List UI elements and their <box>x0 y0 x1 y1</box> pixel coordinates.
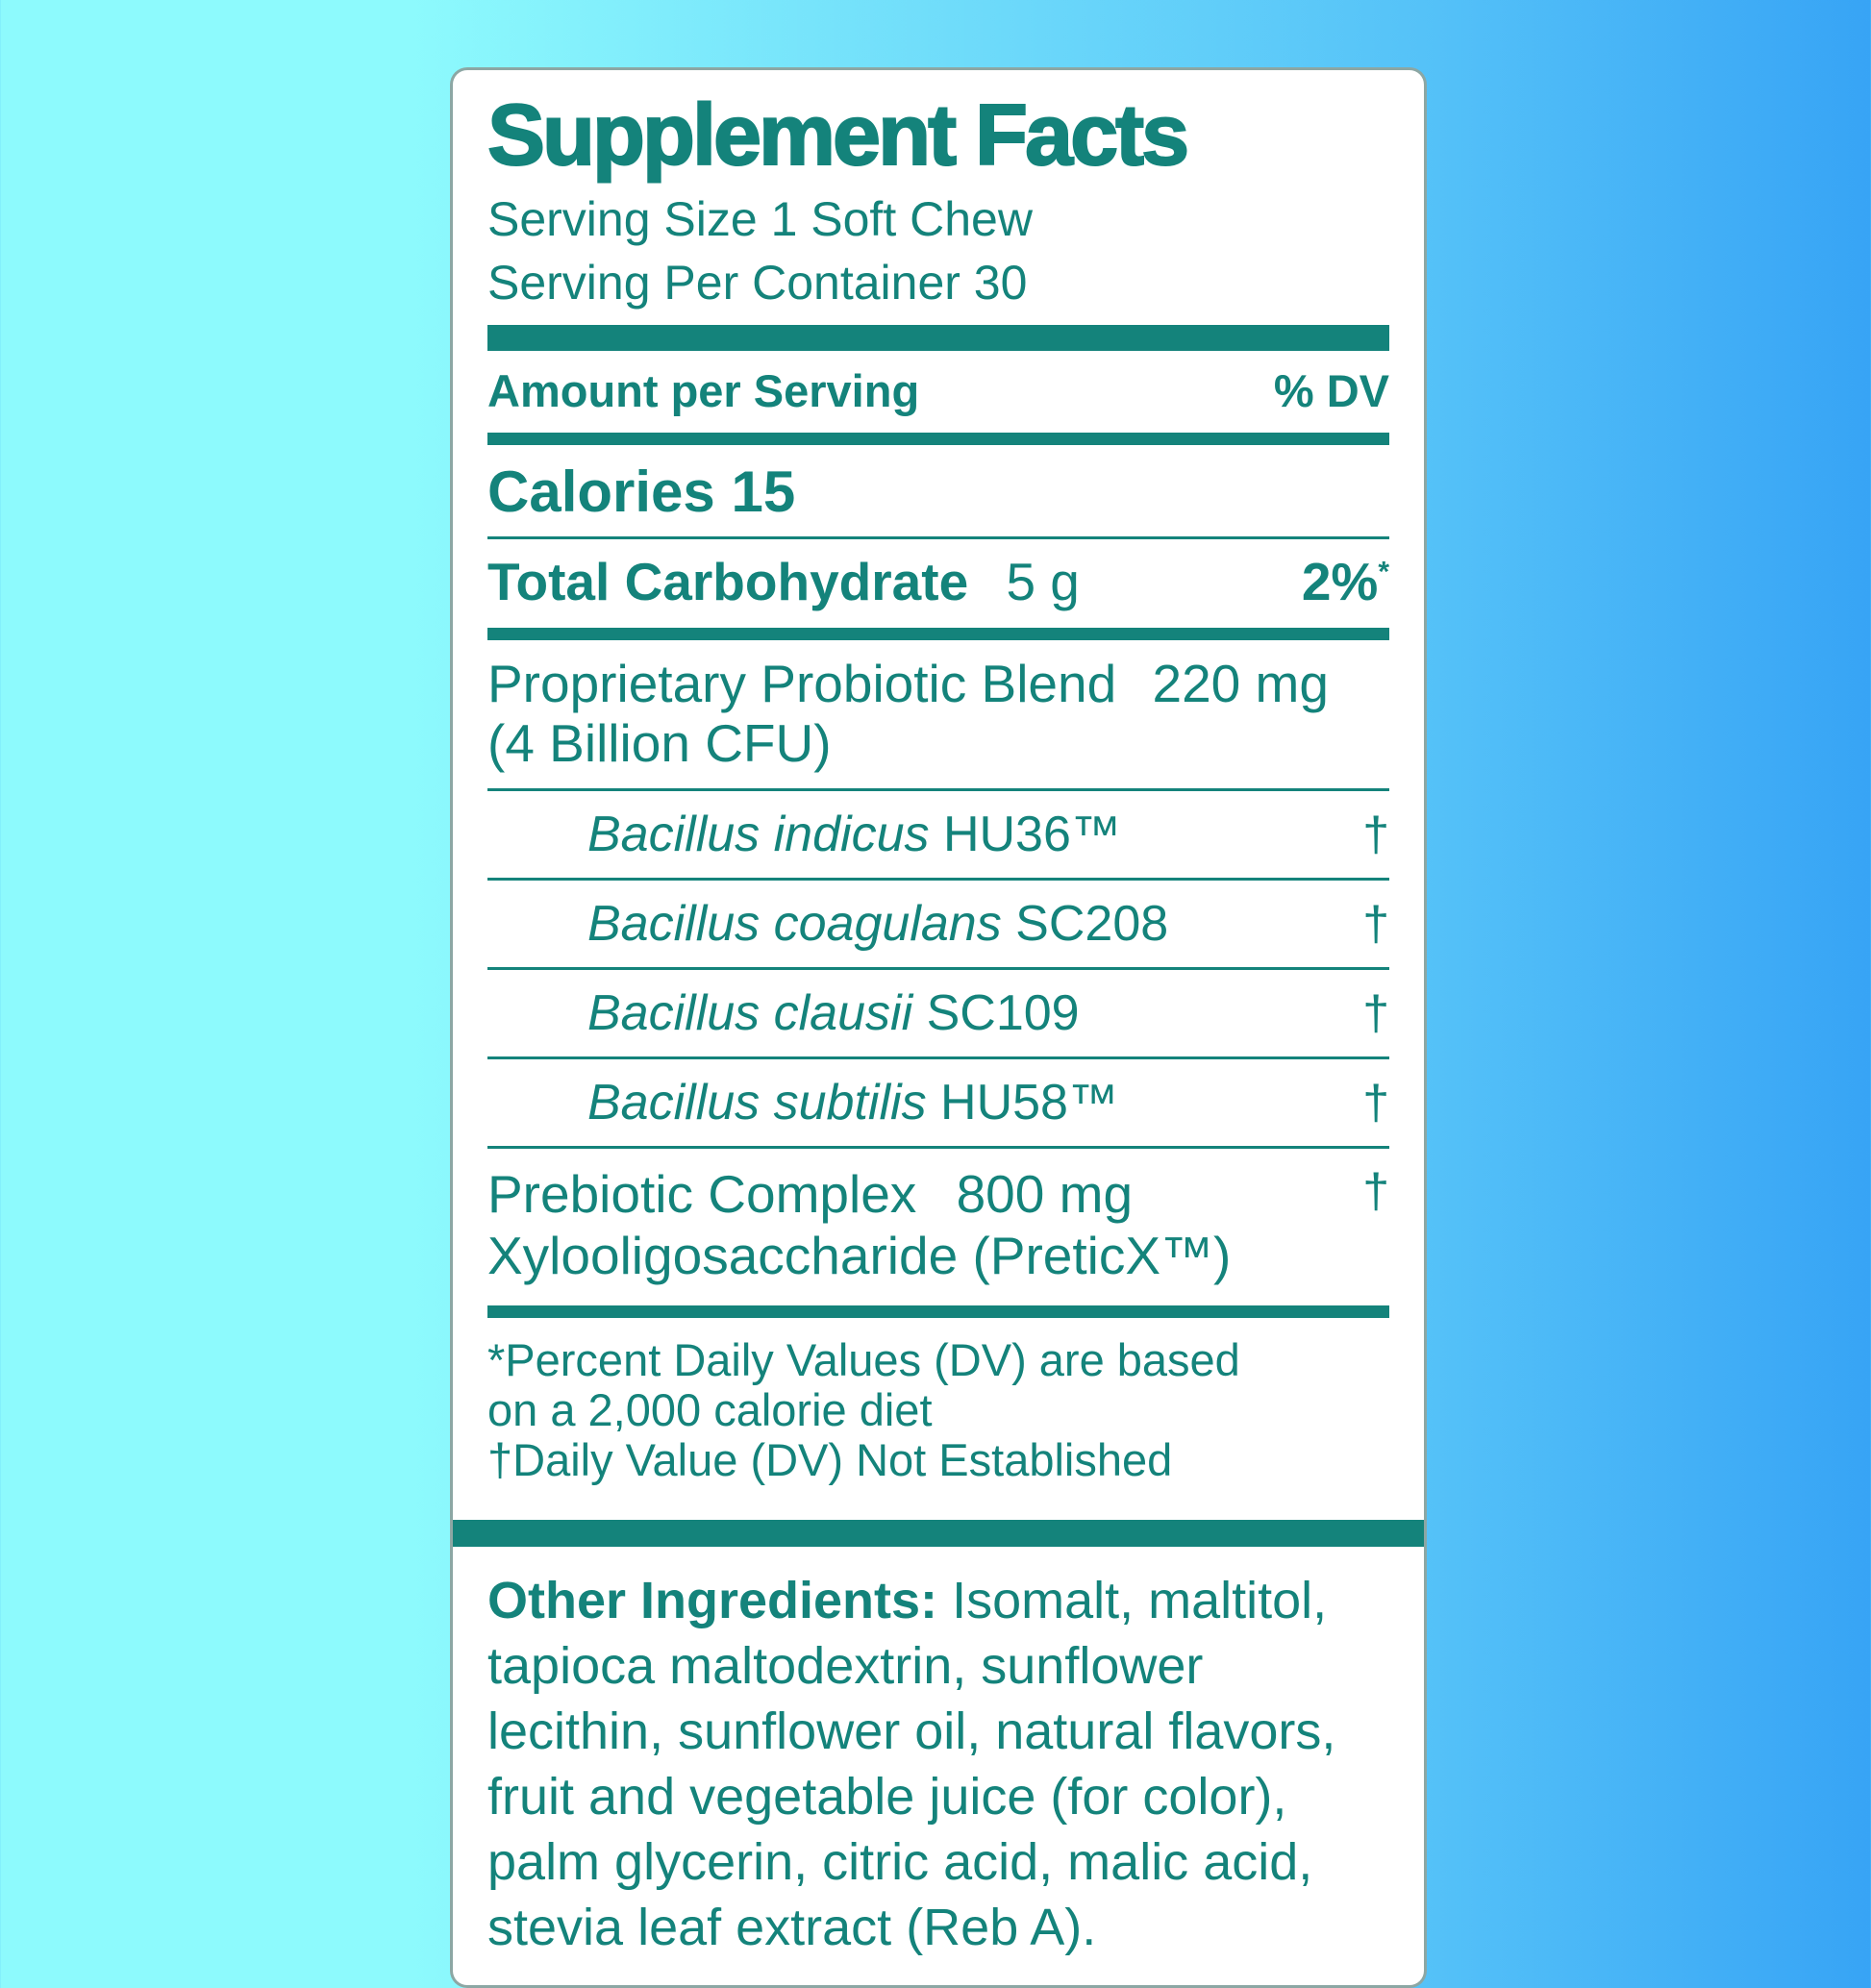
strain-species: Bacillus coagulans <box>587 896 1002 953</box>
footnote-dv-line-1: *Percent Daily Values (DV) are based <box>487 1334 1240 1386</box>
total-carbohydrate-row: Total Carbohydrate 5 g 2%* <box>487 539 1389 628</box>
calories-label: Calories <box>487 460 715 525</box>
strain-row-bacillus-subtilis: Bacillus subtilis HU58™ † <box>487 1059 1389 1146</box>
dv-dagger: † <box>1362 1076 1389 1131</box>
prebiotic-label: Prebiotic Complex <box>487 1164 917 1225</box>
calories-row: Calories 15 <box>487 445 1389 536</box>
probiotic-blend-row: Proprietary Probiotic Blend 220 mg (4 Bi… <box>487 640 1389 788</box>
ingredients-line: Isomalt, maltitol, <box>952 1572 1328 1630</box>
supplement-facts-panel: Supplement Facts Serving Size 1 Soft Che… <box>450 67 1427 1988</box>
divider-thin-6 <box>487 1146 1389 1150</box>
strain-code: HU58™ <box>940 1075 1118 1131</box>
total-carbohydrate-dv: 2%* <box>1301 552 1389 612</box>
total-carbohydrate-amount: 5 g <box>1006 552 1080 612</box>
strain-row-bacillus-clausii: Bacillus clausii SC109 † <box>487 970 1389 1056</box>
footnotes: *Percent Daily Values (DV) are based on … <box>487 1318 1389 1506</box>
divider-thick-bottom <box>453 1520 1424 1548</box>
ingredients-line: palm glycerin, citric acid, malic acid, <box>487 1833 1313 1892</box>
servings-per-container: Serving Per Container 30 <box>487 256 1028 311</box>
dv-asterisk: * <box>1378 556 1389 588</box>
strain-species: Bacillus indicus <box>587 807 930 863</box>
other-ingredients-label: Other Ingredients: <box>487 1572 938 1630</box>
amount-per-serving-header: Amount per Serving <box>487 365 920 417</box>
strain-code: HU36™ <box>942 807 1121 863</box>
probiotic-blend-cfu: (4 Billion CFU) <box>487 713 832 774</box>
footnote-dv-line-2: on a 2,000 calorie diet <box>487 1384 933 1436</box>
footnote-dagger: †Daily Value (DV) Not Established <box>487 1434 1173 1486</box>
prebiotic-complex-row: † Prebiotic Complex 800 mg Xylooligosacc… <box>487 1149 1389 1305</box>
ingredients-line: tapioca maltodextrin, sunflower <box>487 1637 1204 1696</box>
strain-code: SC208 <box>1015 896 1169 953</box>
serving-size: Serving Size 1 Soft Chew <box>487 192 1033 247</box>
strain-species: Bacillus subtilis <box>587 1075 927 1131</box>
dv-dagger: † <box>1362 1164 1389 1219</box>
strain-row-bacillus-coagulans: Bacillus coagulans SC208 † <box>487 881 1389 967</box>
calories-value: 15 <box>731 460 796 525</box>
divider-thin-4 <box>487 967 1389 971</box>
ingredients-line: stevia leaf extract (Reb A). <box>487 1899 1097 1957</box>
divider-medium-2 <box>487 628 1389 641</box>
divider-thin-2 <box>487 788 1389 792</box>
strain-code: SC109 <box>926 985 1080 1042</box>
prebiotic-sub: Xylooligosaccharide (PreticX™) <box>487 1226 1232 1286</box>
dv-dagger: † <box>1362 897 1389 952</box>
divider-medium-1 <box>487 433 1389 446</box>
other-ingredients: Other Ingredients: Isomalt, maltitol, ta… <box>487 1547 1389 1960</box>
divider-medium-3 <box>487 1305 1389 1319</box>
percent-dv-header: % DV <box>1273 365 1389 417</box>
probiotic-blend-amount: 220 mg <box>1152 654 1329 714</box>
divider-thin-3 <box>487 878 1389 882</box>
divider-thin-5 <box>487 1056 1389 1060</box>
strain-species: Bacillus clausii <box>587 985 913 1042</box>
divider-thick-top <box>487 325 1389 352</box>
ingredients-line: lecithin, sunflower oil, natural flavors… <box>487 1702 1336 1761</box>
probiotic-blend-label: Proprietary Probiotic Blend <box>487 654 1117 714</box>
dv-dagger: † <box>1362 808 1389 862</box>
strain-row-bacillus-indicus: Bacillus indicus HU36™ † <box>487 791 1389 878</box>
panel-title: Supplement Facts <box>486 87 1190 184</box>
dv-dagger: † <box>1362 986 1389 1041</box>
column-header-row: Amount per Serving % DV <box>487 351 1389 433</box>
divider-thin-1 <box>487 536 1389 540</box>
ingredients-line: fruit and vegetable juice (for color), <box>487 1768 1287 1826</box>
total-carbohydrate-label: Total Carbohydrate <box>487 552 969 612</box>
prebiotic-amount: 800 mg <box>956 1164 1134 1225</box>
